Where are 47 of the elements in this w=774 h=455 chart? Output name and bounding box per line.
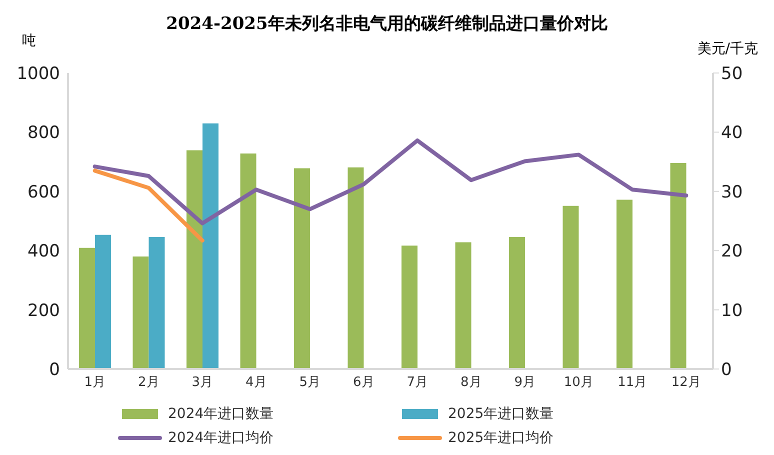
x-tick-label: 10月 xyxy=(564,375,594,390)
y-tick-label: 200 xyxy=(28,300,60,321)
legend-label: 2025年进口均价 xyxy=(448,429,554,447)
bar xyxy=(294,168,310,369)
bar xyxy=(202,123,218,369)
bar xyxy=(670,162,686,369)
x-tick-label: 8月 xyxy=(460,375,482,390)
y2-tick-label: 50 xyxy=(721,64,743,84)
y2-axis-title: 美元/千克 xyxy=(697,40,758,58)
x-tick-label: 4月 xyxy=(245,375,267,390)
bar xyxy=(616,200,632,369)
x-tick-label: 2月 xyxy=(138,375,160,390)
y2-tick-label: 0 xyxy=(721,360,732,380)
y-tick-label: 800 xyxy=(28,123,60,144)
bar xyxy=(132,256,149,369)
bar xyxy=(95,234,111,369)
bar xyxy=(240,154,256,369)
x-tick-label: 3月 xyxy=(192,375,214,390)
bar xyxy=(402,246,418,369)
legend-label: 2024年进口均价 xyxy=(168,429,274,447)
y2-tick-label: 40 xyxy=(721,123,743,144)
y2-tick-label: 20 xyxy=(721,242,743,262)
bar xyxy=(186,150,202,369)
bar xyxy=(509,236,525,369)
x-tick-label: 12月 xyxy=(671,375,701,390)
x-tick-label: 1月 xyxy=(84,375,106,390)
x-tick-label: 9月 xyxy=(514,375,536,390)
x-tick-label: 7月 xyxy=(406,375,428,390)
chart-title: 2024-2025年未列名非电气用的碳纤维制品进口量价对比 xyxy=(166,14,608,34)
bar xyxy=(562,206,579,369)
x-tick-label: 11月 xyxy=(618,375,648,390)
x-tick-label: 5月 xyxy=(299,375,321,390)
legend-label: 2025年进口数量 xyxy=(448,405,554,423)
bar xyxy=(79,248,95,369)
bar xyxy=(148,236,165,369)
bar xyxy=(455,242,472,369)
y-tick-label: 400 xyxy=(28,242,60,262)
line-series xyxy=(92,138,688,226)
x-tick-label: 6月 xyxy=(352,375,374,390)
y-axis-title: 吨 xyxy=(22,32,36,50)
y2-tick-label: 10 xyxy=(721,300,743,321)
y-tick-label: 600 xyxy=(28,182,60,202)
y-tick-label: 1000 xyxy=(16,64,60,84)
bar xyxy=(348,167,364,369)
y-tick-label: 0 xyxy=(49,360,60,380)
legend-label: 2024年进口数量 xyxy=(168,405,274,423)
y2-tick-label: 30 xyxy=(721,182,743,202)
